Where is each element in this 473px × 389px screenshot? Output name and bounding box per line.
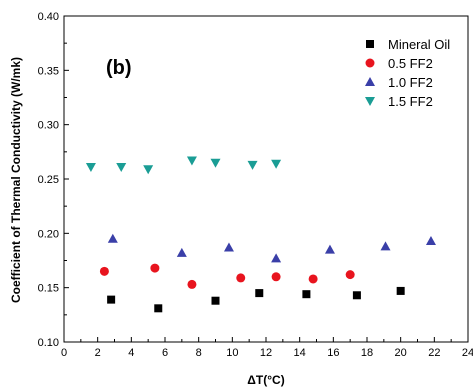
data-point — [107, 295, 116, 304]
legend-marker — [365, 97, 375, 106]
data-point — [223, 242, 234, 252]
y-tick-label: 0.20 — [38, 228, 59, 240]
axis-ticks: 0 2 4 6 8 10 12 14 16 18 20 22 240.100.150.200.250.3… — [38, 11, 473, 359]
x-axis-title: ΔT(°C) — [247, 373, 284, 387]
data-point — [211, 296, 220, 305]
x-tick-label: 24 — [462, 347, 473, 359]
legend-label: 0.5 FF2 — [388, 56, 433, 71]
data-point — [380, 241, 391, 251]
x-tick-label: 0 — [61, 347, 67, 359]
y-tick-label: 0.15 — [38, 283, 59, 295]
data-point — [99, 266, 109, 276]
data-point — [247, 160, 258, 170]
legend-label: 1.5 FF2 — [388, 94, 433, 109]
data-point — [345, 270, 355, 280]
data-point — [271, 159, 282, 169]
data-point — [352, 291, 361, 300]
data-point — [236, 273, 246, 283]
legend-marker — [365, 77, 375, 86]
data-point — [302, 290, 311, 299]
x-tick-label: 6 — [162, 347, 168, 359]
data-point — [210, 158, 221, 168]
data-point — [271, 272, 281, 282]
y-tick-label: 0.10 — [38, 337, 59, 349]
legend-label: 1.0 FF2 — [388, 75, 433, 90]
x-tick-label: 20 — [395, 347, 407, 359]
data-point — [176, 247, 187, 257]
y-tick-label: 0.40 — [38, 11, 59, 23]
legend-marker — [366, 40, 374, 48]
data-point — [150, 263, 160, 273]
y-axis-title: Coefficient of Thermal Conductivity (W/m… — [9, 57, 23, 303]
x-tick-label: 22 — [428, 347, 440, 359]
x-tick-label: 14 — [294, 347, 306, 359]
x-tick-label: 10 — [226, 347, 238, 359]
data-point — [107, 233, 118, 243]
data-point — [425, 235, 436, 245]
x-tick-label: 4 — [128, 347, 134, 359]
data-point — [85, 163, 96, 173]
y-tick-label: 0.25 — [38, 174, 59, 186]
data-point — [308, 274, 318, 284]
x-tick-label: 12 — [260, 347, 272, 359]
y-tick-label: 0.30 — [38, 120, 59, 132]
legend: Mineral Oil 0.5 FF2 1.0 FF2 1.5 FF2 — [365, 37, 450, 109]
data-point — [324, 244, 335, 254]
data-point — [154, 304, 163, 313]
legend-label: Mineral Oil — [388, 37, 450, 52]
x-tick-label: 8 — [196, 347, 202, 359]
x-tick-label: 2 — [95, 347, 101, 359]
panel-label: (b) — [106, 57, 132, 79]
data-point — [255, 289, 264, 298]
data-point — [186, 156, 197, 166]
data-point — [187, 279, 197, 289]
data-point — [116, 163, 127, 173]
x-tick-label: 18 — [361, 347, 373, 359]
data-point — [143, 165, 154, 175]
x-tick-label: 16 — [327, 347, 339, 359]
y-tick-label: 0.35 — [38, 65, 59, 77]
data-point — [271, 253, 282, 263]
data-point — [396, 286, 405, 295]
data-points — [85, 156, 436, 313]
legend-marker — [365, 58, 375, 68]
